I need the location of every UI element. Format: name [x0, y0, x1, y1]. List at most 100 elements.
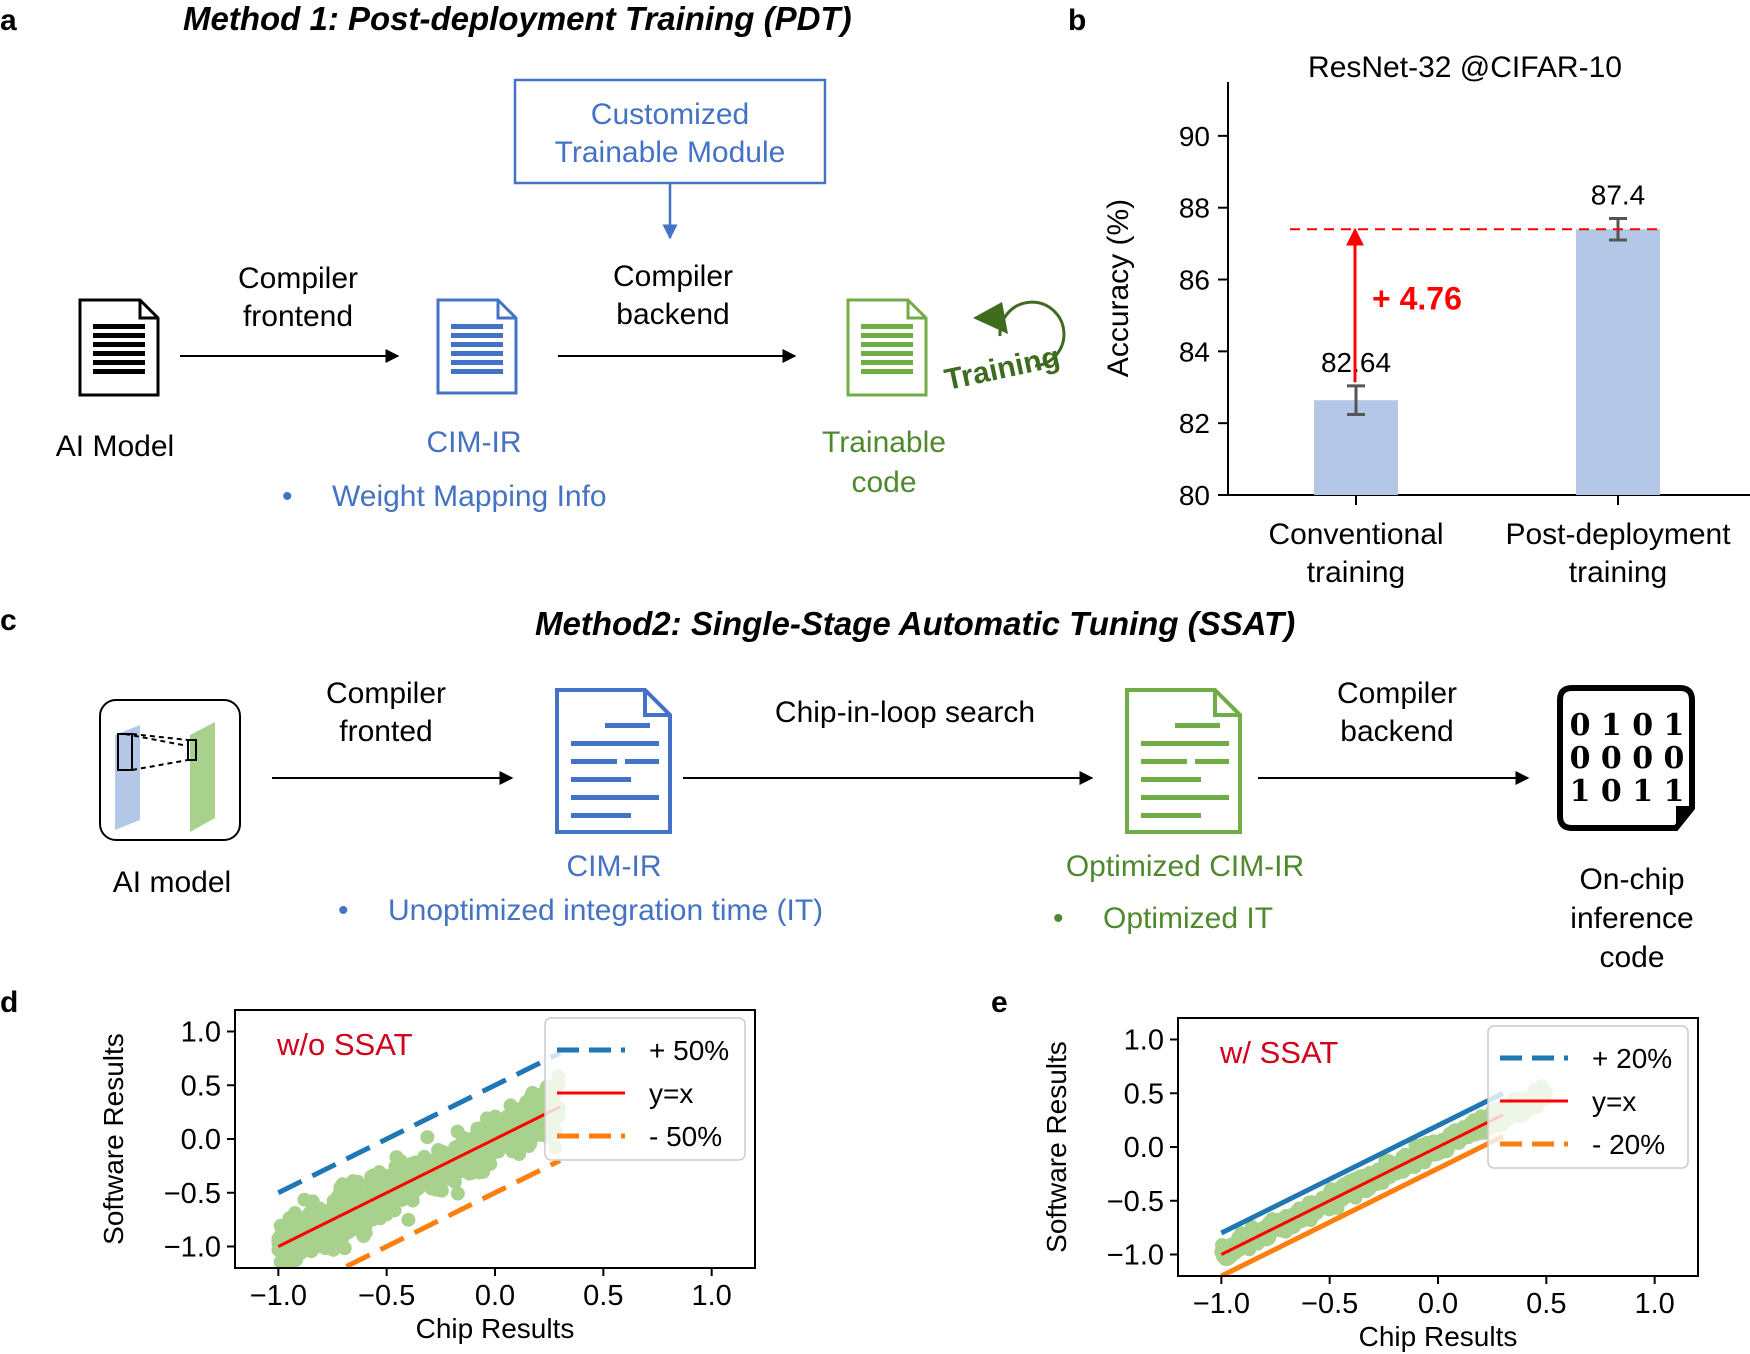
- scatter-chart-without-ssat: −1.0 −0.5 0.0 0.5 1.0 1.0 0.5 0.0 −0.5 −1.0 Chip R…: [98, 1009, 756, 1344]
- scatter-point: [281, 1251, 296, 1266]
- lower-bound-line: [1220, 1134, 1505, 1276]
- x-tick-label: 1.0: [1635, 1288, 1675, 1320]
- scatter-point: [480, 1111, 495, 1126]
- panel-letter-d: d: [0, 986, 18, 1019]
- module-label-line1: Customized: [591, 98, 749, 131]
- cim-ir-label-c: CIM-IR: [567, 850, 662, 883]
- scatter-point: [470, 1121, 485, 1136]
- lower-bound-line: [337, 1158, 562, 1268]
- scatter-point: [456, 1156, 471, 1171]
- scatter-point: [370, 1199, 385, 1214]
- legend-label: - 50%: [649, 1121, 722, 1152]
- legend-label: + 20%: [1592, 1043, 1672, 1074]
- scatter-point: [411, 1181, 426, 1196]
- y-tick-label: −1.0: [164, 1232, 221, 1264]
- x-tick-label: −0.5: [1301, 1288, 1358, 1320]
- legend-box: [1487, 1025, 1689, 1169]
- compiler-fronted-line1: Compiler: [326, 677, 446, 710]
- ai-model-doc-icon: [78, 298, 160, 397]
- trainable-label-line2: code: [851, 466, 916, 499]
- trainable-label-line1: Trainable: [822, 426, 946, 459]
- compiler-backend-c-line1: Compiler: [1337, 677, 1457, 710]
- compiler-frontend-line1: Compiler: [238, 262, 358, 295]
- compiler-frontend-line2: frontend: [243, 300, 353, 333]
- scatter-point: [450, 1186, 465, 1201]
- scatter-point: [521, 1139, 536, 1154]
- panel-b: b 80 82 84 86 88 90 ResNet-32 @CIFAR-10 Accurac…: [1068, 4, 1750, 589]
- compiler-fronted-line2: fronted: [339, 715, 432, 748]
- scatter-point: [285, 1209, 300, 1224]
- x-axis-label: Chip Results: [1359, 1321, 1518, 1352]
- scatter-point: [395, 1166, 410, 1181]
- x-axis-label: Chip Results: [416, 1313, 575, 1344]
- scatter-point: [396, 1185, 411, 1200]
- scatter-point: [501, 1137, 516, 1152]
- optimized-cim-ir-label: Optimized CIM-IR: [1066, 850, 1304, 883]
- y-tick-label: 88: [1179, 193, 1210, 224]
- x-tick-label: 0.0: [1418, 1288, 1458, 1320]
- accuracy-bar-chart: 80 82 84 86 88 90 ResNet-32 @CIFAR-10 Accuracy …: [1102, 51, 1750, 589]
- chart-title: ResNet-32 @CIFAR-10: [1308, 51, 1622, 84]
- unoptimized-it-label: Unoptimized integration time (IT): [388, 894, 823, 927]
- scatter-point: [431, 1148, 446, 1163]
- y-tick-label: 80: [1179, 480, 1210, 511]
- bullet-c-ir: •: [338, 894, 349, 927]
- panel-letter-a: a: [0, 4, 17, 37]
- panel-e: e −1.0 −0.5 0.0 0.5 1.0 1.0 0.5 0.0 −0.5 −1.0 Chip…: [991, 986, 1699, 1352]
- scatter-point: [353, 1212, 368, 1227]
- panel-d: d −1.0 −0.5 0.0 0.5 1.0 1.0 0.5 0.0 −0.5 −1.0 Chip…: [0, 986, 756, 1344]
- scatter-point: [424, 1181, 439, 1196]
- scatter-point: [503, 1098, 518, 1113]
- on-chip-line3: code: [1599, 941, 1664, 974]
- panel-a-title: Method 1: Post-deployment Training (PDT): [183, 0, 852, 37]
- scatter-point: [1356, 1168, 1371, 1183]
- legend-label: - 20%: [1592, 1129, 1665, 1160]
- ai-model-label-c: AI model: [113, 866, 231, 899]
- y-tick-label: 0.0: [1124, 1132, 1164, 1164]
- condition-label: w/o SSAT: [276, 1027, 413, 1062]
- training-cycle-icon: [998, 300, 1066, 368]
- cim-ir-doc-icon-c: [555, 688, 672, 834]
- optimized-cim-ir-doc-icon: [1125, 688, 1242, 834]
- x-tick-label: training: [1569, 556, 1667, 589]
- x-tick-label: 1.0: [692, 1280, 732, 1312]
- y-tick-label: 84: [1179, 336, 1210, 367]
- compiler-backend-line2: backend: [616, 298, 729, 331]
- bullet-a: •: [282, 480, 293, 513]
- scatter-point: [297, 1192, 312, 1207]
- x-tick-label: −1.0: [250, 1280, 307, 1312]
- cim-ir-doc-icon: [436, 298, 518, 395]
- y-tick-label: −0.5: [164, 1178, 221, 1210]
- scatter-point: [337, 1241, 352, 1256]
- scatter-point: [381, 1168, 396, 1183]
- binary-row-1: 0 1 0 1: [1570, 708, 1685, 743]
- scatter-point: [472, 1165, 487, 1180]
- module-label-line2: Trainable Module: [555, 136, 786, 169]
- scatter-point: [319, 1205, 334, 1220]
- binary-code-icon: [1557, 685, 1695, 831]
- y-tick-label: 82: [1179, 408, 1210, 439]
- identity-line: [1220, 1113, 1504, 1256]
- compiler-backend-line1: Compiler: [613, 260, 733, 293]
- scatter-point: [420, 1130, 435, 1145]
- binary-row-3: 1 0 1 1: [1570, 774, 1685, 809]
- identity-line: [277, 1105, 561, 1248]
- plot-area: [271, 1050, 567, 1268]
- panel-letter-e: e: [991, 986, 1008, 1019]
- y-axis-label: Accuracy (%): [1102, 199, 1135, 377]
- training-cycle-arrowhead: [973, 302, 1008, 334]
- x-tick-label: 0.0: [475, 1280, 515, 1312]
- panel-a: a Method 1: Post-deployment Training (PD…: [0, 0, 1066, 513]
- scatter-point: [356, 1187, 371, 1202]
- training-label: Training: [942, 340, 1063, 397]
- legend-label: + 50%: [649, 1035, 729, 1066]
- y-tick-label: −1.0: [1107, 1240, 1164, 1272]
- on-chip-line2: inference: [1570, 902, 1693, 935]
- x-tick-label: Post-deployment: [1505, 518, 1731, 551]
- y-tick-label: 0.0: [181, 1124, 221, 1156]
- bar-value-label: 87.4: [1591, 179, 1646, 210]
- compiler-backend-c-line2: backend: [1340, 715, 1453, 748]
- scatter-point: [330, 1199, 345, 1214]
- weight-mapping-info: Weight Mapping Info: [332, 480, 607, 513]
